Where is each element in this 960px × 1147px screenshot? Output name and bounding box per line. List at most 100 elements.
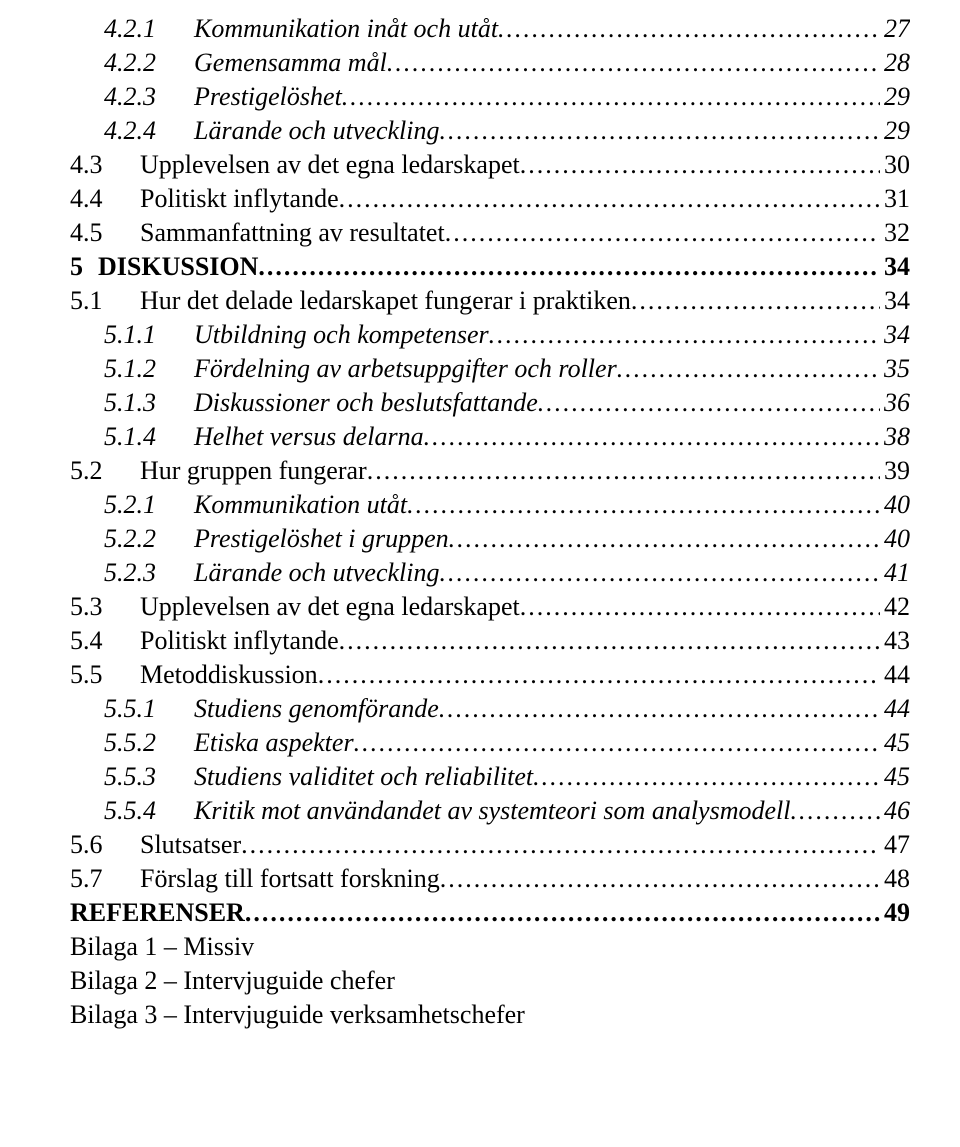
toc-entry-title: Etiska aspekter xyxy=(194,728,354,758)
toc-leader-dots xyxy=(440,558,881,588)
toc-entry-page: 34 xyxy=(880,286,910,316)
toc-leader-dots xyxy=(520,592,880,622)
toc-entry-title: Lärande och utveckling xyxy=(194,116,440,146)
toc-entry: 4.2.2Gemensamma mål 28 xyxy=(70,48,910,78)
toc-entry: 4.3Upplevelsen av det egna ledarskapet30 xyxy=(70,150,910,180)
toc-leader-dots xyxy=(445,218,880,248)
toc-entry: 5.1.3Diskussioner och beslutsfattande36 xyxy=(70,388,910,418)
toc-entry-title: Sammanfattning av resultatet xyxy=(140,218,445,248)
toc-entry-number: 4.4 xyxy=(70,184,140,214)
toc-entry: 4.2.4Lärande och utveckling29 xyxy=(70,116,910,146)
toc-entry-page: 40 xyxy=(880,524,910,554)
toc-entry-number: 5.4 xyxy=(70,626,140,656)
toc-entry: 5.2.2Prestigelöshet i gruppen 40 xyxy=(70,524,910,554)
toc-leader-dots xyxy=(489,320,880,350)
toc-entry-number: 5.6 xyxy=(70,830,140,860)
toc-entry: 5.2.1Kommunikation utåt 40 xyxy=(70,490,910,520)
toc-leader-dots xyxy=(439,694,880,724)
toc-entry-number: 4.2.3 xyxy=(104,82,194,112)
toc-entry-page: 34 xyxy=(880,320,910,350)
toc-leader-dots xyxy=(245,898,880,928)
appendix-entry: Bilaga 2 – Intervjuguide chefer xyxy=(70,966,910,996)
toc-leader-dots xyxy=(790,796,880,826)
toc-leader-dots xyxy=(342,82,880,112)
toc-entry-title: Politiskt inflytande xyxy=(140,626,339,656)
toc-leader-dots xyxy=(424,422,880,452)
toc-entry-page: 39 xyxy=(880,456,910,486)
toc-entry-title: Politiskt inflytande xyxy=(140,184,339,214)
toc-entry: 5.5.4Kritik mot användandet av systemteo… xyxy=(70,796,910,826)
toc-entry-page: 49 xyxy=(880,898,910,928)
toc-entry-page: 41 xyxy=(880,558,910,588)
toc-entry: 5.3Upplevelsen av det egna ledarskapet42 xyxy=(70,592,910,622)
toc-entry: REFERENSER49 xyxy=(70,898,910,928)
toc-entry: 5.2.3Lärande och utveckling 41 xyxy=(70,558,910,588)
toc-leader-dots xyxy=(367,456,880,486)
toc-leader-dots xyxy=(617,354,880,384)
toc-leader-dots xyxy=(498,14,880,44)
toc-entry-number: 5.2 xyxy=(70,456,140,486)
toc-leader-dots xyxy=(407,490,880,520)
toc-entry-number: 5.2.1 xyxy=(104,490,194,520)
toc-entry-number: 4.2.1 xyxy=(104,14,194,44)
toc-entry-number: 5.3 xyxy=(70,592,140,622)
toc-leader-dots xyxy=(440,864,880,894)
toc-leader-dots xyxy=(258,252,880,282)
toc-entry-title: Slutsatser xyxy=(140,830,241,860)
toc-entry: 5.5.3Studiens validitet och reliabilitet… xyxy=(70,762,910,792)
toc-entry-title: Fördelning av arbetsuppgifter och roller xyxy=(194,354,617,384)
toc-entry-number: 4.5 xyxy=(70,218,140,248)
toc-entry: 4.4Politiskt inflytande 31 xyxy=(70,184,910,214)
toc-entry-title: Metoddiskussion xyxy=(140,660,318,690)
toc-entry-number: 5.5.1 xyxy=(104,694,194,724)
toc-entry-title: Utbildning och kompetenser xyxy=(194,320,489,350)
toc-page: 4.2.1Kommunikation inåt och utåt274.2.2G… xyxy=(0,0,960,1074)
toc-entry-number: 4.3 xyxy=(70,150,140,180)
toc-entry: 5.5.1Studiens genomförande44 xyxy=(70,694,910,724)
toc-entry-number: 5.5.4 xyxy=(104,796,194,826)
toc-entry-title: Helhet versus delarna xyxy=(194,422,424,452)
toc-entry: 5.1.2Fördelning av arbetsuppgifter och r… xyxy=(70,354,910,384)
toc-entry: 4.5Sammanfattning av resultatet 32 xyxy=(70,218,910,248)
toc-entry-number: 4.2.2 xyxy=(104,48,194,78)
toc-entry-page: 44 xyxy=(880,660,910,690)
toc-entry: 5DISKUSSION34 xyxy=(70,252,910,282)
toc-entry-title: Prestigelöshet i gruppen xyxy=(194,524,449,554)
toc-entry-title: Kommunikation utåt xyxy=(194,490,407,520)
toc-entry-title: Upplevelsen av det egna ledarskapet xyxy=(140,150,520,180)
toc-entry-title: Kritik mot användandet av systemteori so… xyxy=(194,796,790,826)
toc-entry-page: 47 xyxy=(880,830,910,860)
toc-entry-title: Prestigelöshet xyxy=(194,82,342,112)
appendix-entry: Bilaga 3 – Intervjuguide verksamhetschef… xyxy=(70,1000,910,1030)
toc-entry-page: 34 xyxy=(880,252,910,282)
toc-entry-title: Lärande och utveckling xyxy=(194,558,440,588)
toc-entry-page: 44 xyxy=(880,694,910,724)
toc-entry-title: Hur det delade ledarskapet fungerar i pr… xyxy=(140,286,631,316)
toc-entry-number: 5.5.2 xyxy=(104,728,194,758)
toc-entry-page: 32 xyxy=(880,218,910,248)
toc-entry: 5.1.4Helhet versus delarna38 xyxy=(70,422,910,452)
appendix-list: Bilaga 1 – MissivBilaga 2 – Intervjuguid… xyxy=(70,932,910,1030)
toc-entry-page: 31 xyxy=(880,184,910,214)
toc-entry-number: 5.2.3 xyxy=(104,558,194,588)
toc-entry-number: 5.5.3 xyxy=(104,762,194,792)
toc-leader-dots xyxy=(354,728,880,758)
toc-entry-page: 29 xyxy=(880,82,910,112)
toc-entry-page: 38 xyxy=(880,422,910,452)
toc-entry-page: 40 xyxy=(880,490,910,520)
toc-leader-dots xyxy=(538,388,880,418)
toc-entry-number: 5.1.1 xyxy=(104,320,194,350)
toc-entry-title: Gemensamma mål xyxy=(194,48,387,78)
toc-entry: 4.2.3Prestigelöshet 29 xyxy=(70,82,910,112)
toc-leader-dots xyxy=(631,286,880,316)
toc-entry-page: 35 xyxy=(880,354,910,384)
toc-leader-dots xyxy=(387,48,880,78)
toc-entry-number: 5.2.2 xyxy=(104,524,194,554)
toc-entry-number: 5.1 xyxy=(70,286,140,316)
toc-entry-page: 48 xyxy=(880,864,910,894)
toc-leader-dots xyxy=(318,660,880,690)
toc-leader-dots xyxy=(533,762,880,792)
toc-entry-page: 28 xyxy=(880,48,910,78)
toc-entry-page: 45 xyxy=(880,762,910,792)
toc-leader-dots xyxy=(520,150,880,180)
